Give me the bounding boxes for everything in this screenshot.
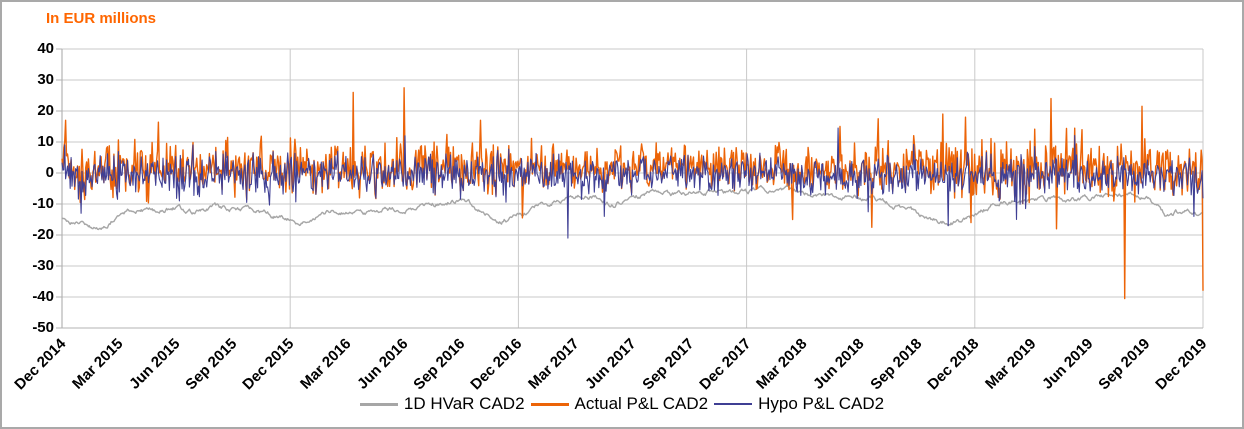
y-tick-label: -50	[32, 319, 54, 336]
legend-line-swatch	[530, 402, 569, 406]
y-tick-label: 40	[37, 40, 54, 57]
y-tick-label: 30	[37, 71, 54, 88]
series-line-actual-p-l-cad2	[61, 87, 1204, 300]
y-tick-label: -30	[32, 257, 54, 274]
y-tick-label: -10	[32, 195, 54, 212]
legend-item-1d-hvar-cad2: 1D HVaR CAD2	[359, 394, 525, 414]
legend-line-swatch	[714, 403, 753, 405]
y-tick-label: 0	[45, 164, 54, 181]
legend-line-swatch	[359, 402, 398, 406]
legend-label: 1D HVaR CAD2	[403, 394, 525, 413]
legend-item-actual-p-l-cad2: Actual P&L CAD2	[530, 394, 709, 414]
legend-label: Actual P&L CAD2	[574, 394, 709, 413]
chart-title: In EUR millions	[46, 10, 157, 27]
y-tick-label: -40	[32, 288, 54, 305]
y-tick-label: -20	[32, 226, 54, 243]
legend: 1D HVaR CAD2 Actual P&L CAD2 Hypo P&L CAD2	[2, 394, 1242, 414]
legend-label: Hypo P&L CAD2	[758, 394, 885, 413]
series-line-1d-hvar-cad2	[61, 184, 1204, 231]
y-tick-label: 20	[37, 102, 54, 119]
y-tick-label: 10	[37, 133, 54, 150]
legend-item-hypo-p-l-cad2: Hypo P&L CAD2	[714, 394, 884, 414]
series-line-hypo-p-l-cad2	[61, 127, 1204, 239]
